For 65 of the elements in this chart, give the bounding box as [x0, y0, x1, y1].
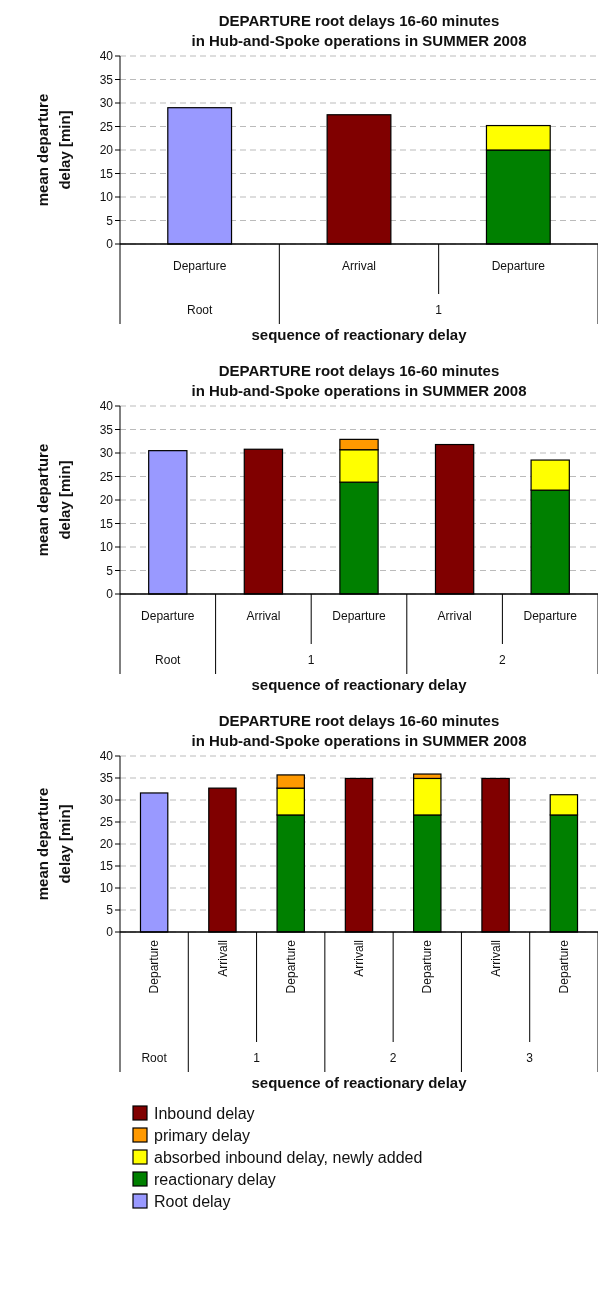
y-tick-label: 20	[99, 493, 114, 508]
y-tick-label: 30	[99, 446, 114, 461]
text: 3	[526, 1051, 534, 1065]
y-axis-title: mean departure delay [min]	[34, 93, 73, 207]
x-tick-label: Departure	[141, 609, 195, 623]
legend-label: primary delay	[154, 1126, 251, 1144]
x-tick-label: Departure	[420, 939, 435, 994]
y-tick-label: 10	[99, 190, 114, 205]
y-tick-label: 0	[106, 925, 114, 940]
y-tick-label: 40	[99, 399, 114, 414]
y-tick-label: 30	[99, 96, 114, 111]
y-tick-label: 5	[106, 213, 114, 228]
x-tick-label: Arrivall	[215, 940, 230, 977]
x-tick-label: Departure	[147, 939, 162, 994]
x-tick-label: Arrival	[437, 609, 472, 623]
y-tick-label: 30	[99, 793, 114, 808]
x-tick-label: Arrivall	[352, 940, 367, 977]
y-tick-label: 40	[99, 49, 114, 64]
x-tick-label: Departure	[557, 939, 572, 994]
text: Root	[155, 653, 182, 667]
y-axis-title: mean departure delay [min]	[34, 443, 73, 557]
chart-title: DEPARTURE root delays 16-60 minutes in Hub-and-Spoke operations in SUMMER 2008	[191, 362, 527, 399]
x-tick-label: Arrivall	[488, 940, 503, 977]
y-tick-label: 15	[99, 166, 114, 181]
y-tick-label: 20	[99, 143, 114, 158]
legend-label: Root delay	[154, 1192, 231, 1210]
y-tick-label: 40	[99, 749, 114, 764]
text: 2	[389, 1051, 397, 1065]
chart-title: DEPARTURE root delays 16-60 minutes in Hub-and-Spoke operations in SUMMER 2008	[191, 12, 527, 49]
text: Root	[186, 303, 213, 317]
y-tick-label: 25	[99, 469, 114, 484]
y-tick-label: 0	[106, 587, 114, 602]
x-tick-label: Departure	[172, 259, 227, 273]
text: Root	[141, 1051, 168, 1065]
y-tick-label: 5	[106, 563, 114, 578]
y-tick-label: 20	[99, 837, 114, 852]
y-tick-label: 35	[99, 771, 114, 786]
y-tick-label: 35	[99, 72, 114, 87]
text: 1	[435, 303, 443, 317]
x-tick-label: Departure	[523, 609, 578, 623]
x-tick-label: Departure	[332, 609, 386, 623]
text: 1	[307, 653, 315, 667]
y-tick-label: 25	[99, 815, 114, 830]
chart-title: DEPARTURE root delays 16-60 minutes in Hub-and-Spoke operations in SUMMER 2008	[191, 712, 527, 749]
y-tick-label: 15	[99, 516, 114, 531]
y-tick-label: 0	[106, 237, 114, 252]
x-axis-title: sequence of reactionary delay	[251, 326, 468, 343]
x-tick-label: Departure	[283, 939, 298, 994]
legend-label: reactionary delay	[154, 1170, 276, 1188]
x-tick-label: Departure	[491, 259, 546, 273]
x-tick-label: Arrival	[246, 609, 281, 623]
y-tick-label: 10	[99, 540, 114, 555]
legend-label: Inbound delay	[154, 1104, 255, 1122]
x-tick-label: Arrival	[341, 259, 377, 273]
legend-label: absorbed inbound delay, newly added	[154, 1148, 423, 1166]
x-axis-title: sequence of reactionary delay	[251, 676, 468, 693]
x-axis-title: sequence of reactionary delay	[251, 1074, 468, 1091]
y-axis-title: mean departure delay [min]	[34, 787, 73, 901]
y-tick-label: 5	[106, 903, 114, 918]
text: 2	[499, 653, 507, 667]
y-tick-label: 35	[99, 422, 114, 437]
text: 1	[253, 1051, 261, 1065]
y-tick-label: 25	[99, 119, 114, 134]
y-tick-label: 15	[99, 859, 114, 874]
y-tick-label: 10	[99, 881, 114, 896]
